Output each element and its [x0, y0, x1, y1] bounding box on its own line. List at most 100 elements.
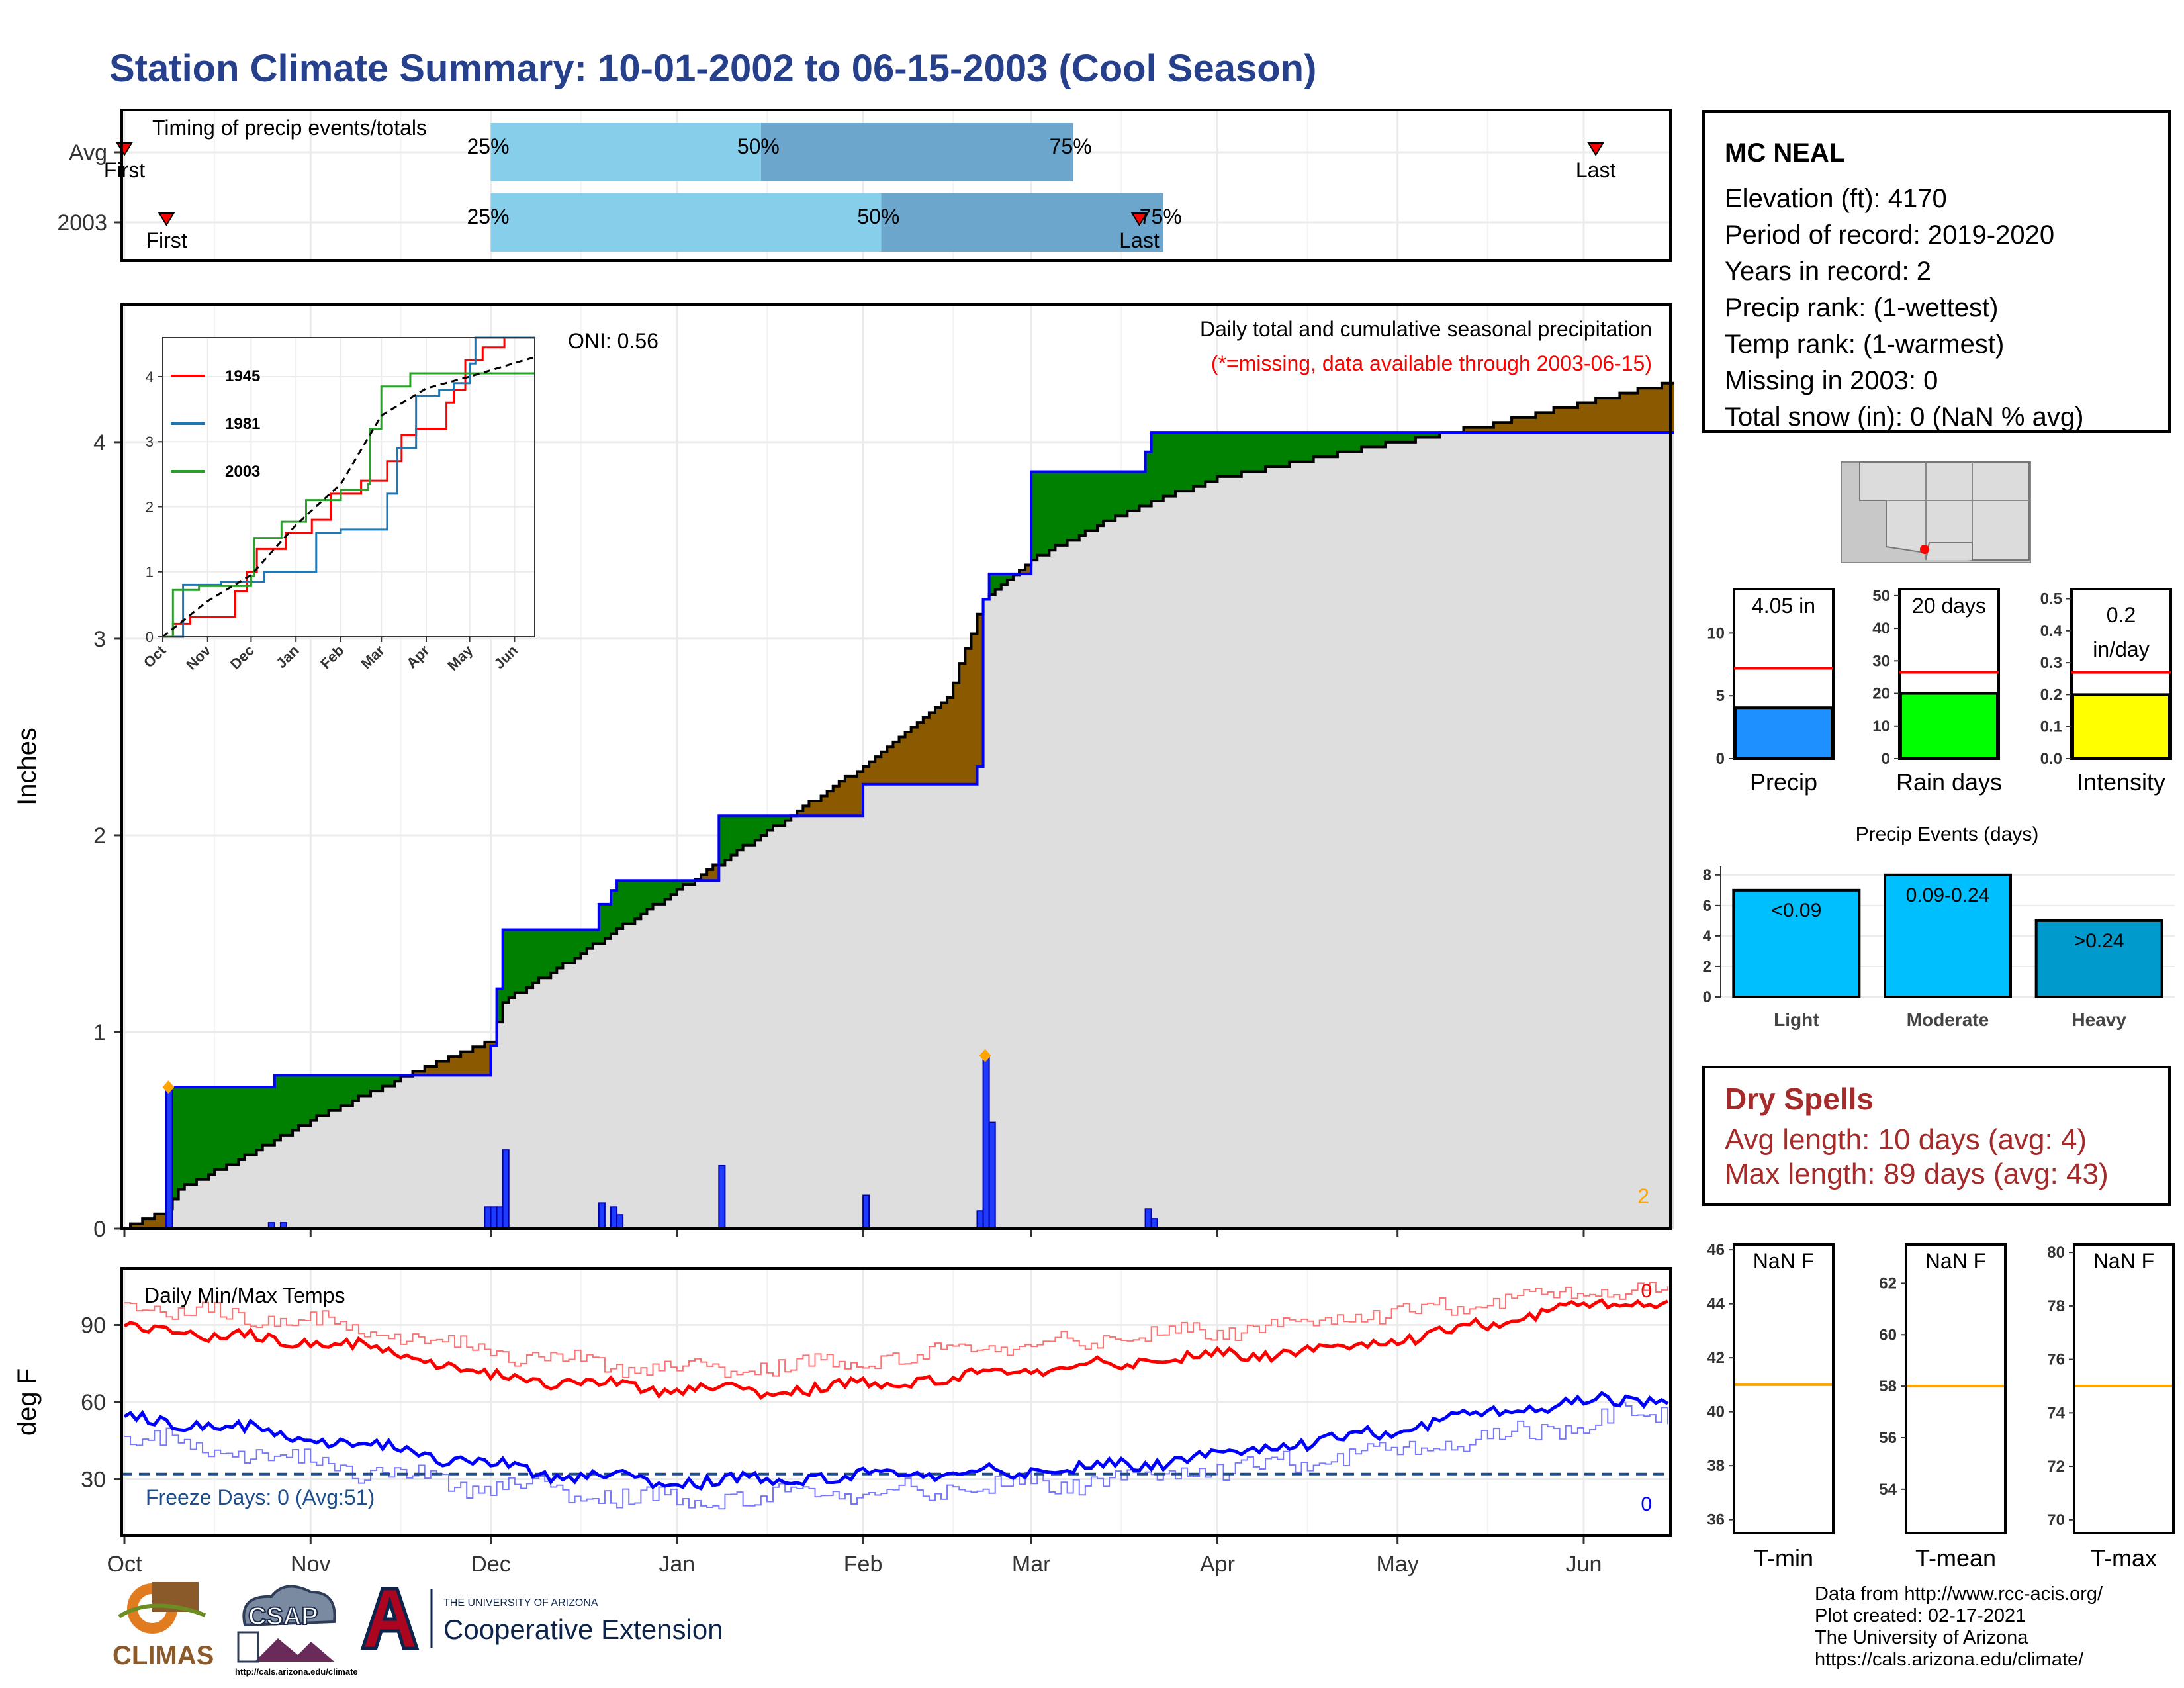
below-average-fill	[917, 722, 924, 784]
above-average-fill	[1091, 471, 1098, 531]
above-average-fill	[1079, 471, 1086, 536]
events-y-tick-label: 2	[1703, 958, 1711, 976]
above-average-fill	[262, 1087, 269, 1145]
events-bar	[2034, 919, 2163, 999]
above-average-fill	[623, 880, 629, 924]
below-average-fill	[1577, 402, 1584, 433]
above-average-fill	[388, 1075, 395, 1086]
x-tick-label: Apr	[1200, 1552, 1235, 1577]
above-average-fill	[322, 1075, 330, 1116]
events-bar	[1732, 888, 1861, 999]
events-y-tick-label: 6	[1703, 897, 1711, 915]
above-average-fill	[383, 1075, 389, 1086]
tmax-line	[123, 1297, 1669, 1400]
above-average-fill	[766, 816, 774, 831]
below-average-fill	[1637, 388, 1645, 433]
above-average-fill	[1319, 432, 1326, 457]
above-average-fill	[1067, 471, 1074, 541]
above-average-fill	[1097, 471, 1104, 526]
below-average-fill	[1655, 388, 1662, 433]
totals-y-tick-label: 0.5	[2040, 590, 2062, 608]
temp-summary-category-label: T-min	[1754, 1544, 1813, 1571]
above-average-fill	[358, 1075, 365, 1096]
temp-summary-y-tick-label: 44	[1707, 1295, 1725, 1313]
dry-spells-max: Max length: 89 days (avg: 43)	[1725, 1158, 2109, 1190]
above-average-fill	[1157, 432, 1164, 502]
above-average-fill	[526, 929, 533, 988]
dry-spells-heading: Dry Spells	[1725, 1082, 1874, 1116]
above-average-fill	[1169, 432, 1176, 496]
daily-precip-bar	[988, 1121, 996, 1230]
inset-series-line	[163, 372, 535, 638]
credit-line: Data from http://www.rcc-acis.org/	[1815, 1583, 2103, 1605]
timing-row-label: Avg	[69, 140, 107, 165]
above-average-fill	[772, 816, 780, 826]
daily-precip-bar	[1144, 1208, 1152, 1229]
logos: CLIMAS CSAP http://cals.arizona.edu/clim…	[113, 1582, 723, 1677]
oni-annotation: ONI: 0.56	[568, 329, 659, 353]
tmin-count-label: 0	[1641, 1493, 1652, 1515]
ua-logo-big-text: Cooperative Extension	[443, 1614, 723, 1645]
totals-y-tick-label: 30	[1872, 652, 1890, 670]
below-average-fill	[1463, 427, 1471, 433]
totals-category-label: Rain days	[1896, 769, 2002, 796]
totals-y-tick-label: 40	[1872, 620, 1890, 637]
below-average-fill	[1559, 407, 1567, 433]
climas-logo-text: CLIMAS	[113, 1641, 214, 1670]
above-average-fill	[995, 573, 1002, 590]
events-bar-label: <0.09	[1771, 900, 1821, 921]
timing-bar-25-50	[490, 123, 761, 181]
above-average-fill	[196, 1087, 203, 1180]
above-average-fill	[574, 929, 582, 959]
below-average-fill	[154, 1213, 161, 1229]
temp-chart: 30 60 90 Daily Min/Max Temps Freeze Days: 0 …	[13, 1267, 1672, 1577]
temp-summary-value-label: NaN F	[1753, 1249, 1814, 1273]
above-average-fill	[1421, 432, 1428, 438]
below-average-fill	[899, 737, 906, 784]
above-average-fill	[1127, 471, 1134, 511]
timing-label-50: 50%	[857, 205, 899, 228]
above-average-fill	[286, 1075, 293, 1135]
above-average-fill	[394, 1075, 402, 1082]
above-average-fill	[1355, 432, 1362, 452]
above-average-fill	[293, 1075, 299, 1131]
above-average-fill	[1133, 471, 1140, 511]
temp-summary-y-tick-label: 54	[1879, 1481, 1897, 1499]
below-average-fill	[971, 633, 978, 784]
above-average-fill	[569, 929, 576, 964]
above-average-fill	[190, 1087, 197, 1185]
above-average-fill	[676, 880, 684, 890]
tmin-line	[123, 1391, 1669, 1491]
above-average-fill	[1313, 432, 1320, 457]
events-category-label: Moderate	[1907, 1009, 1989, 1030]
above-average-fill	[1163, 432, 1170, 496]
below-average-fill	[857, 771, 864, 816]
station-line: Period of record: 2019-2020	[1725, 220, 2055, 250]
daily-precip-bar	[502, 1149, 510, 1230]
ua-logo-small-text: THE UNIVERSITY OF ARIZONA	[443, 1597, 598, 1609]
below-average-fill	[707, 869, 713, 881]
above-average-fill	[1301, 432, 1308, 462]
credit-line: The University of Arizona	[1815, 1627, 2028, 1648]
totals-y-tick-label: 0.4	[2040, 622, 2063, 640]
events-y-tick-label: 4	[1703, 927, 1712, 945]
above-average-fill	[280, 1075, 287, 1135]
below-average-fill	[803, 806, 810, 816]
csap-logo: CSAP http://cals.arizona.edu/climate	[235, 1585, 358, 1677]
below-average-fill	[1524, 417, 1530, 433]
totals-y-tick-label: 20	[1872, 685, 1890, 703]
y-tick-label: 4	[93, 430, 106, 455]
inset-series-line	[163, 336, 535, 638]
below-average-fill	[436, 1061, 443, 1076]
daily-precip-bar	[165, 1086, 173, 1229]
events-title: Precip Events (days)	[1856, 823, 2039, 845]
precip-frame	[120, 303, 1672, 1230]
above-average-fill	[1271, 432, 1278, 467]
above-average-fill	[1277, 432, 1284, 467]
below-average-fill	[455, 1056, 461, 1076]
above-average-fill	[1061, 471, 1068, 545]
above-average-fill	[1211, 432, 1218, 482]
below-average-fill	[1529, 417, 1536, 433]
above-average-fill	[346, 1075, 353, 1106]
above-average-fill	[737, 816, 744, 851]
